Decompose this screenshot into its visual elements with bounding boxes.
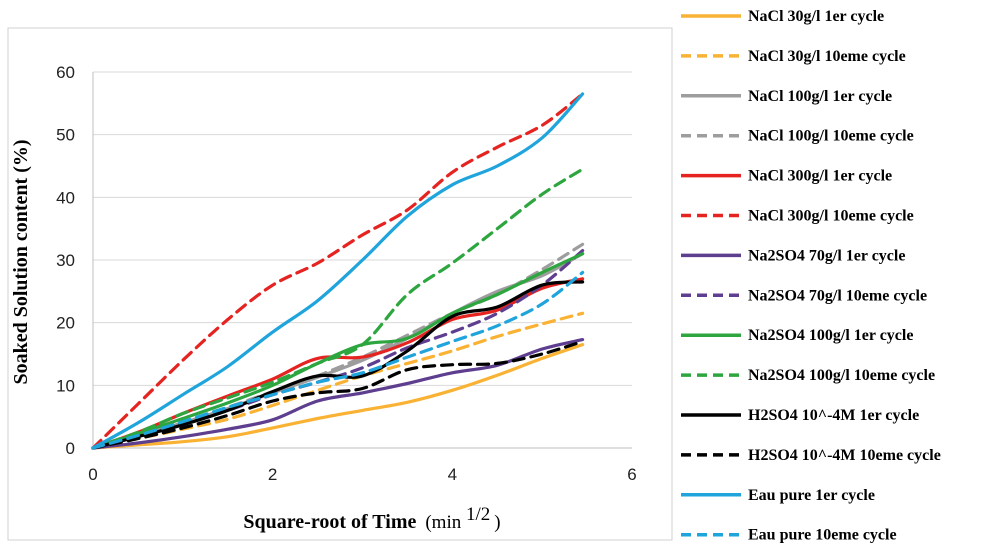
legend-label-7: Na2SO4 70g/l 10eme cycle	[748, 287, 927, 304]
legend-label-0: NaCl 30g/l 1er cycle	[748, 8, 884, 25]
x-axis-title-exponent: 1/2	[466, 504, 490, 525]
series-lines	[91, 92, 585, 450]
y-tick-label: 60	[56, 63, 75, 82]
grid-lines	[92, 71, 632, 449]
legend-label-5: NaCl 300g/l 10eme cycle	[748, 208, 914, 225]
x-tick-label: 2	[268, 465, 277, 484]
y-axis-title: Soaked Solution content (%)	[10, 139, 32, 384]
x-axis-title-close: )	[494, 512, 500, 533]
legend-label-13: Eau pure 10eme cycle	[748, 527, 897, 544]
y-tick-labels: 0 10 20 30 40 50 60	[56, 63, 75, 458]
x-tick-label: 0	[88, 465, 97, 484]
x-tick-label: 6	[627, 465, 636, 484]
series-line-1	[91, 311, 585, 450]
y-tick-label: 20	[56, 314, 75, 333]
x-tick-labels: 0 2 4 6	[88, 465, 636, 484]
legend-label-9: Na2SO4 100g/l 10eme cycle	[748, 367, 935, 384]
series-line-8	[91, 252, 585, 450]
y-tick-label: 10	[56, 376, 75, 395]
y-tick-label: 0	[66, 439, 75, 458]
x-axis-title: Square-root of Time (min 1/2 )	[243, 504, 500, 533]
y-tick-label: 30	[56, 251, 75, 270]
series-line-13	[91, 270, 585, 450]
legend-label-1: NaCl 30g/l 10eme cycle	[748, 48, 906, 65]
legend-label-2: NaCl 100g/l 1er cycle	[748, 88, 892, 105]
legend-label-11: H2SO4 10^-4M 10eme cycle	[748, 447, 941, 464]
legend: NaCl 30g/l 1er cycle NaCl 30g/l 10eme cyc…	[681, 8, 941, 544]
series-line-0	[91, 343, 585, 450]
x-tick-label: 4	[448, 465, 457, 484]
legend-label-3: NaCl 100g/l 10eme cycle	[748, 128, 914, 145]
legend-label-10: H2SO4 10^-4M 1er cycle	[748, 407, 919, 424]
x-axis-title-unit: (min	[425, 512, 466, 533]
series-line-12	[91, 92, 585, 450]
legend-label-12: Eau pure 1er cycle	[748, 487, 875, 504]
legend-label-6: Na2SO4 70g/l 1er cycle	[748, 247, 905, 264]
legend-label-4: NaCl 300g/l 1er cycle	[748, 168, 892, 185]
x-axis-title-main: Square-root of Time	[243, 511, 416, 533]
series-line-9	[91, 167, 585, 450]
series-line-5	[91, 92, 585, 450]
legend-label-8: Na2SO4 100g/l 1er cycle	[748, 327, 913, 344]
y-tick-label: 50	[56, 126, 75, 145]
y-tick-label: 40	[56, 188, 75, 207]
series-line-11	[91, 339, 585, 450]
